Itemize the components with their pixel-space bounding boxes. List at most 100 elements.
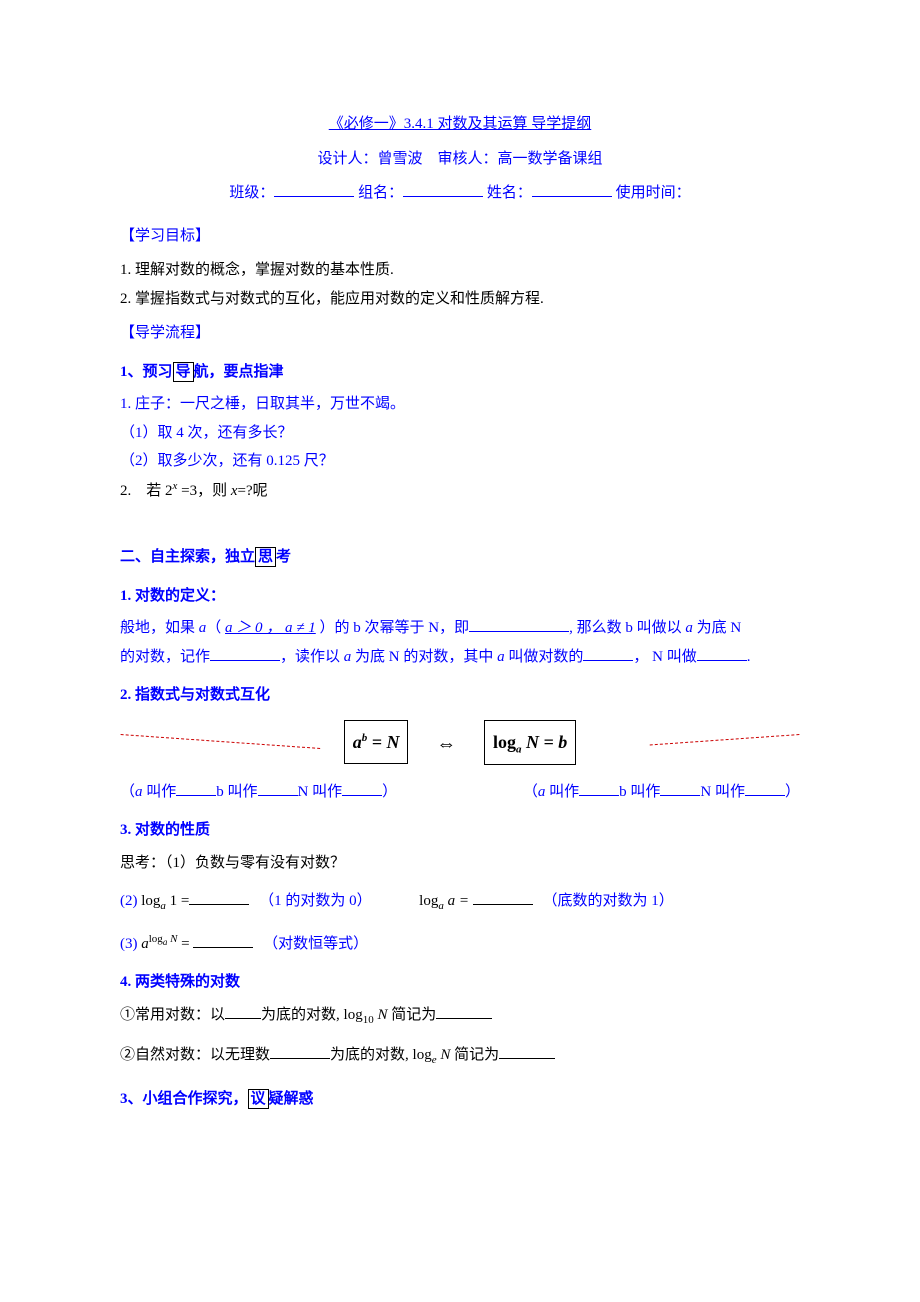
p3-base: a [141, 936, 149, 952]
definition-header: 1. 对数的定义： [120, 582, 800, 611]
think-line: 思考：（1）负数与零有没有对数？ [120, 849, 800, 878]
sl1-b: 为底的对数, [261, 1007, 344, 1023]
def-l1-a: 般地，如果 [120, 620, 199, 636]
exp-base: a [353, 732, 362, 752]
natural-log-line: ②自然对数：以无理数为底的对数, loge N 简记为 [120, 1041, 800, 1071]
sl2-n: N [437, 1047, 451, 1063]
def-l1-d: ）的 b 次幂等于 N，即 [316, 620, 469, 636]
sl1-blank-2 [436, 1003, 492, 1019]
question-1-2: （2）取多少次，还有 0.125 尺？ [120, 447, 800, 476]
exponential-formula-box: ab = N [344, 720, 409, 764]
log-rest: N = b [522, 732, 568, 752]
conversion-header: 2. 指数式与对数式互化 [120, 681, 800, 710]
sec3-suffix: 疑解惑 [269, 1091, 314, 1107]
properties-header: 3. 对数的性质 [120, 816, 800, 845]
definition-line-1: 般地，如果 a （ a ＞ 0 ， a ≠ 1 ）的 b 次幂等于 N，即 , 那么… [120, 614, 800, 643]
def-l1-f: a [685, 620, 693, 636]
zhuangzi-line: 1. 庄子：一尺之棰，日取其半，万世不竭。 [120, 390, 800, 419]
legend-left: （a 叫作b 叫作N 叫作） [120, 778, 397, 807]
sl2-c: 简记为 [450, 1047, 499, 1063]
property-2-line: (2) loga 1 = （1 的对数为 0） loga a = （底数的对数为… [120, 887, 800, 917]
special-log-header: 4. 两类特殊的对数 [120, 968, 800, 997]
def-l2-d: 为底 N 的对数，其中 [351, 649, 497, 665]
p3-blank [193, 932, 253, 948]
p3eq: = [177, 936, 189, 952]
q2-base: 2 [165, 483, 173, 499]
p2-blank-2 [473, 889, 533, 905]
formula-row: ab = N ⇔ loga N = b [120, 720, 800, 764]
property-3-line: (3) aloga N = （对数恒等式） [120, 929, 800, 959]
ll-blank-1 [176, 780, 216, 796]
p3-note: （对数恒等式） [263, 936, 368, 952]
log-text: log [493, 732, 516, 752]
sl2-formula: loge N [413, 1047, 451, 1063]
p2f1b: 1 = [166, 893, 189, 909]
name-label: 姓名： [487, 185, 532, 201]
sl2-a: ②自然对数：以无理数 [120, 1047, 270, 1063]
group-blank [403, 181, 483, 197]
class-blank [274, 181, 354, 197]
def-l1-e: , 那么数 b 叫做以 [569, 620, 685, 636]
def-blank-4 [697, 645, 747, 661]
document-page: 《必修一》3.4.1 对数及其运算 导学提纲 设计人：曾雪波 审核人：高一数学备… [0, 0, 920, 1302]
definition-line-2: 的对数，记作，读作以 a 为底 N 的对数，其中 a 叫做对数的， N 叫做. [120, 643, 800, 672]
ll-a-called: 叫作 [143, 784, 177, 800]
legend-right: （a 叫作b 叫作N 叫作） [523, 778, 800, 807]
lr-open: （ [523, 784, 538, 800]
info-blanks-row: 班级： 组名： 姓名： 使用时间： [120, 179, 800, 208]
lr-blank-2 [660, 780, 700, 796]
p3ea: log [149, 933, 163, 945]
legend-row: （a 叫作b 叫作N 叫作） （a 叫作b 叫作N 叫作） [120, 778, 800, 807]
time-label: 使用时间： [616, 185, 691, 201]
ll-close: ） [382, 784, 397, 800]
def-l2-b: ，读作以 [280, 649, 344, 665]
goal-2: 2. 掌握指数式与对数式的互化，能应用对数的定义和性质解方程. [120, 285, 800, 314]
q2-prefix: 2. 若 [120, 483, 165, 499]
section-1-title: 1、预习导航，要点指津 [120, 358, 800, 387]
lr-blank-1 [579, 780, 619, 796]
sl1-a: ①常用对数：以 [120, 1007, 225, 1023]
logarithm-formula-box: loga N = b [484, 720, 576, 765]
sl1-blank-1 [225, 1003, 261, 1019]
def-l1-g: 为底 N [693, 620, 741, 636]
def-l2-f: 叫做对数的 [505, 649, 584, 665]
ll-open: （ [120, 784, 135, 800]
sl2-blank-1 [270, 1043, 330, 1059]
sec3-boxed-char: 议 [248, 1089, 269, 1109]
p3-exp: loga N [149, 933, 178, 945]
sec1-boxed-char: 导 [173, 362, 194, 382]
p2f2b: a = [444, 893, 469, 909]
goal-1: 1. 理解对数的概念，掌握对数的基本性质. [120, 256, 800, 285]
def-l2-h: . [747, 649, 751, 665]
q2-formula: 2x [165, 483, 177, 499]
sl2-log: log [413, 1047, 432, 1063]
question-2: 2. 若 2x =3，则 x=?呢 [120, 476, 800, 506]
ll-a: a [135, 784, 143, 800]
common-log-line: ①常用对数：以 为底的对数, log10 N 简记为 [120, 1001, 800, 1031]
sl1-sub: 10 [363, 1014, 374, 1026]
sl1-c: 简记为 [387, 1007, 436, 1023]
sl1-formula: log10 N [344, 1007, 388, 1023]
def-blank-1 [469, 616, 569, 632]
ll-blank-3 [342, 780, 382, 796]
lr-close: ） [785, 784, 800, 800]
goals-header: 【学习目标】 [120, 222, 800, 251]
sec1-suffix: 航，要点指津 [194, 364, 284, 380]
sl1-n: N [374, 1007, 388, 1023]
p2f2a: log [419, 893, 438, 909]
section-2-title: 二、自主探索，独立思考 [120, 543, 800, 572]
def-l2-e: a [497, 649, 505, 665]
def-l1-cond: a ＞ 0 ， a ≠ 1 [225, 620, 316, 636]
def-l1-c: （ [206, 620, 225, 636]
spacer [120, 505, 800, 533]
def-blank-2 [210, 645, 280, 661]
page-title: 《必修一》3.4.1 对数及其运算 导学提纲 [120, 110, 800, 139]
flow-header: 【导学流程】 [120, 319, 800, 348]
def-l2-g: ， N 叫做 [633, 649, 696, 665]
sec3-prefix: 3、小组合作探究， [120, 1091, 248, 1107]
name-blank [532, 181, 612, 197]
def-blank-3 [583, 645, 633, 661]
p2-formula-2: loga a = [419, 893, 469, 909]
ll-blank-2 [258, 780, 298, 796]
sec1-prefix: 1、预习 [120, 364, 173, 380]
